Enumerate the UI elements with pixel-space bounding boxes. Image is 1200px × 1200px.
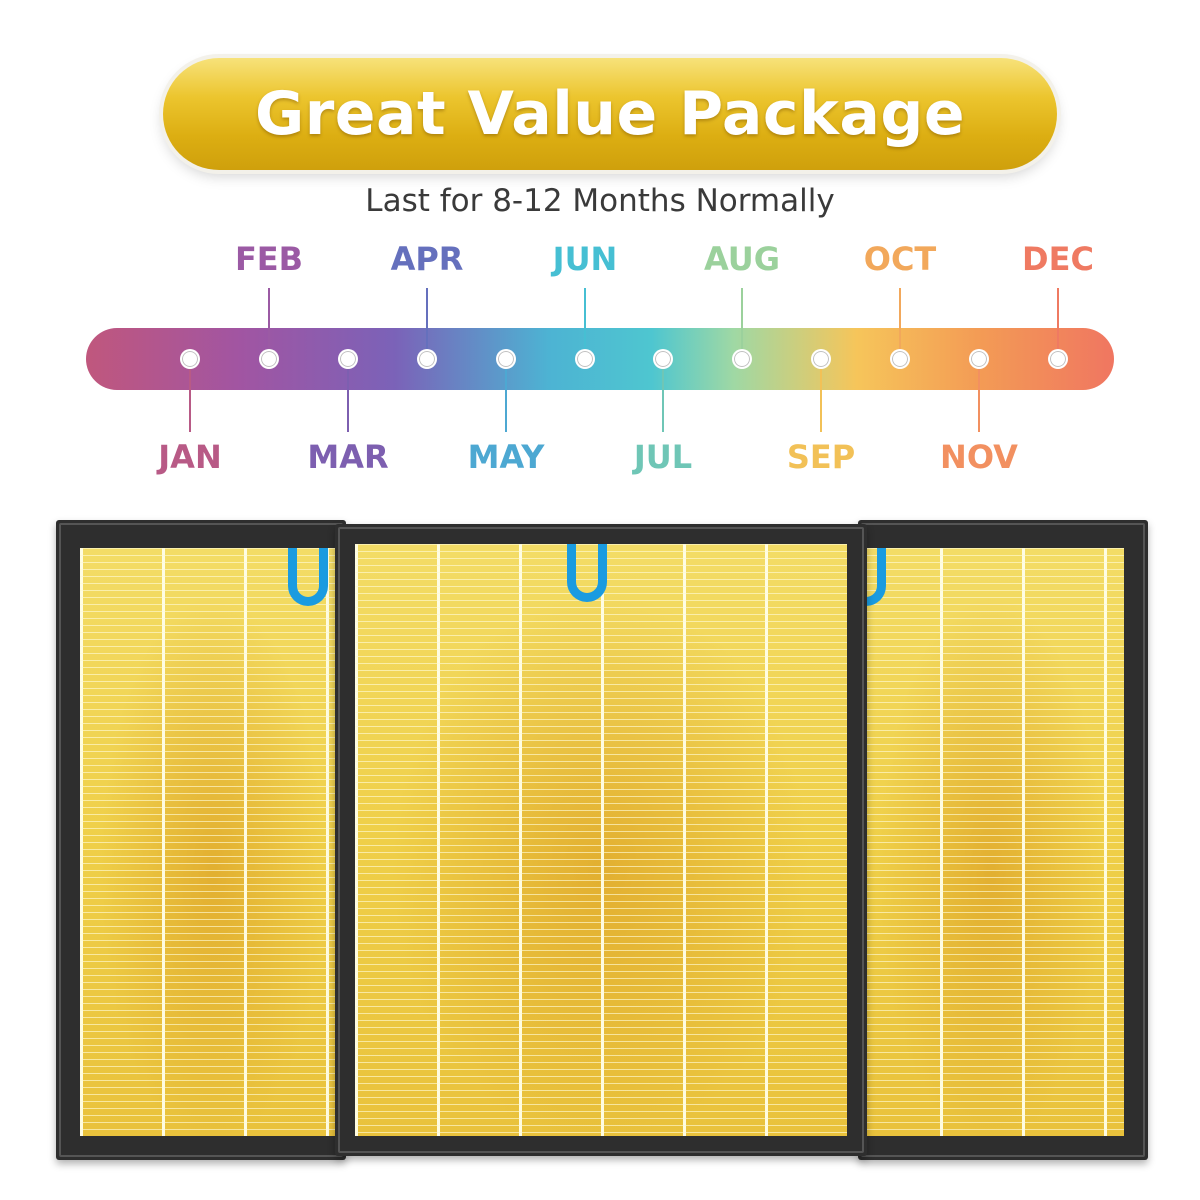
month-timeline-bar [86,328,1114,390]
month-label-nov: NOV [940,438,1018,476]
month-connector-jan [189,369,191,432]
month-dot-dec [1048,349,1068,369]
month-label-aug: AUG [703,240,781,278]
month-dot-nov [969,349,989,369]
month-label-apr: APR [390,240,464,278]
month-dot-jul [653,349,673,369]
month-label-feb: FEB [234,240,304,278]
month-dot-may [496,349,516,369]
banner-title: Great Value Package [254,79,966,149]
filter-product-image [52,514,1152,1164]
month-connector-nov [978,369,980,432]
month-connector-sep [820,369,822,432]
month-connector-mar [347,369,349,432]
month-dot-feb [259,349,279,369]
month-label-sep: SEP [786,438,856,476]
filter-right [846,520,1148,1160]
title-banner: Great Value Package [163,58,1057,170]
subtitle: Last for 8-12 Months Normally [365,183,835,219]
filter-media-center [355,544,847,1136]
month-label-dec: DEC [1022,240,1094,278]
month-connector-jun [584,288,586,349]
month-dot-apr [417,349,437,369]
month-label-oct: OCT [863,240,937,278]
month-connector-dec [1057,288,1059,349]
month-dot-mar [338,349,358,369]
month-dot-aug [732,349,752,369]
month-dot-sep [811,349,831,369]
month-connector-feb [268,288,270,349]
month-label-jan: JAN [158,438,222,476]
month-dot-jun [575,349,595,369]
month-label-jul: JUL [633,438,693,476]
month-label-jun: JUN [552,240,618,278]
filter-center [335,524,867,1156]
month-dot-oct [890,349,910,369]
month-dot-jan [180,349,200,369]
month-connector-aug [741,288,743,349]
filter-media-right [858,548,1124,1136]
pull-tab-center [567,544,607,602]
month-connector-may [505,369,507,432]
filter-media-left [80,548,346,1136]
month-connector-apr [426,288,428,349]
month-connector-jul [662,369,664,432]
month-connector-oct [899,288,901,349]
month-label-mar: MAR [307,438,389,476]
month-label-may: MAY [467,438,545,476]
filter-left [56,520,346,1160]
pull-tab-left [288,548,328,606]
